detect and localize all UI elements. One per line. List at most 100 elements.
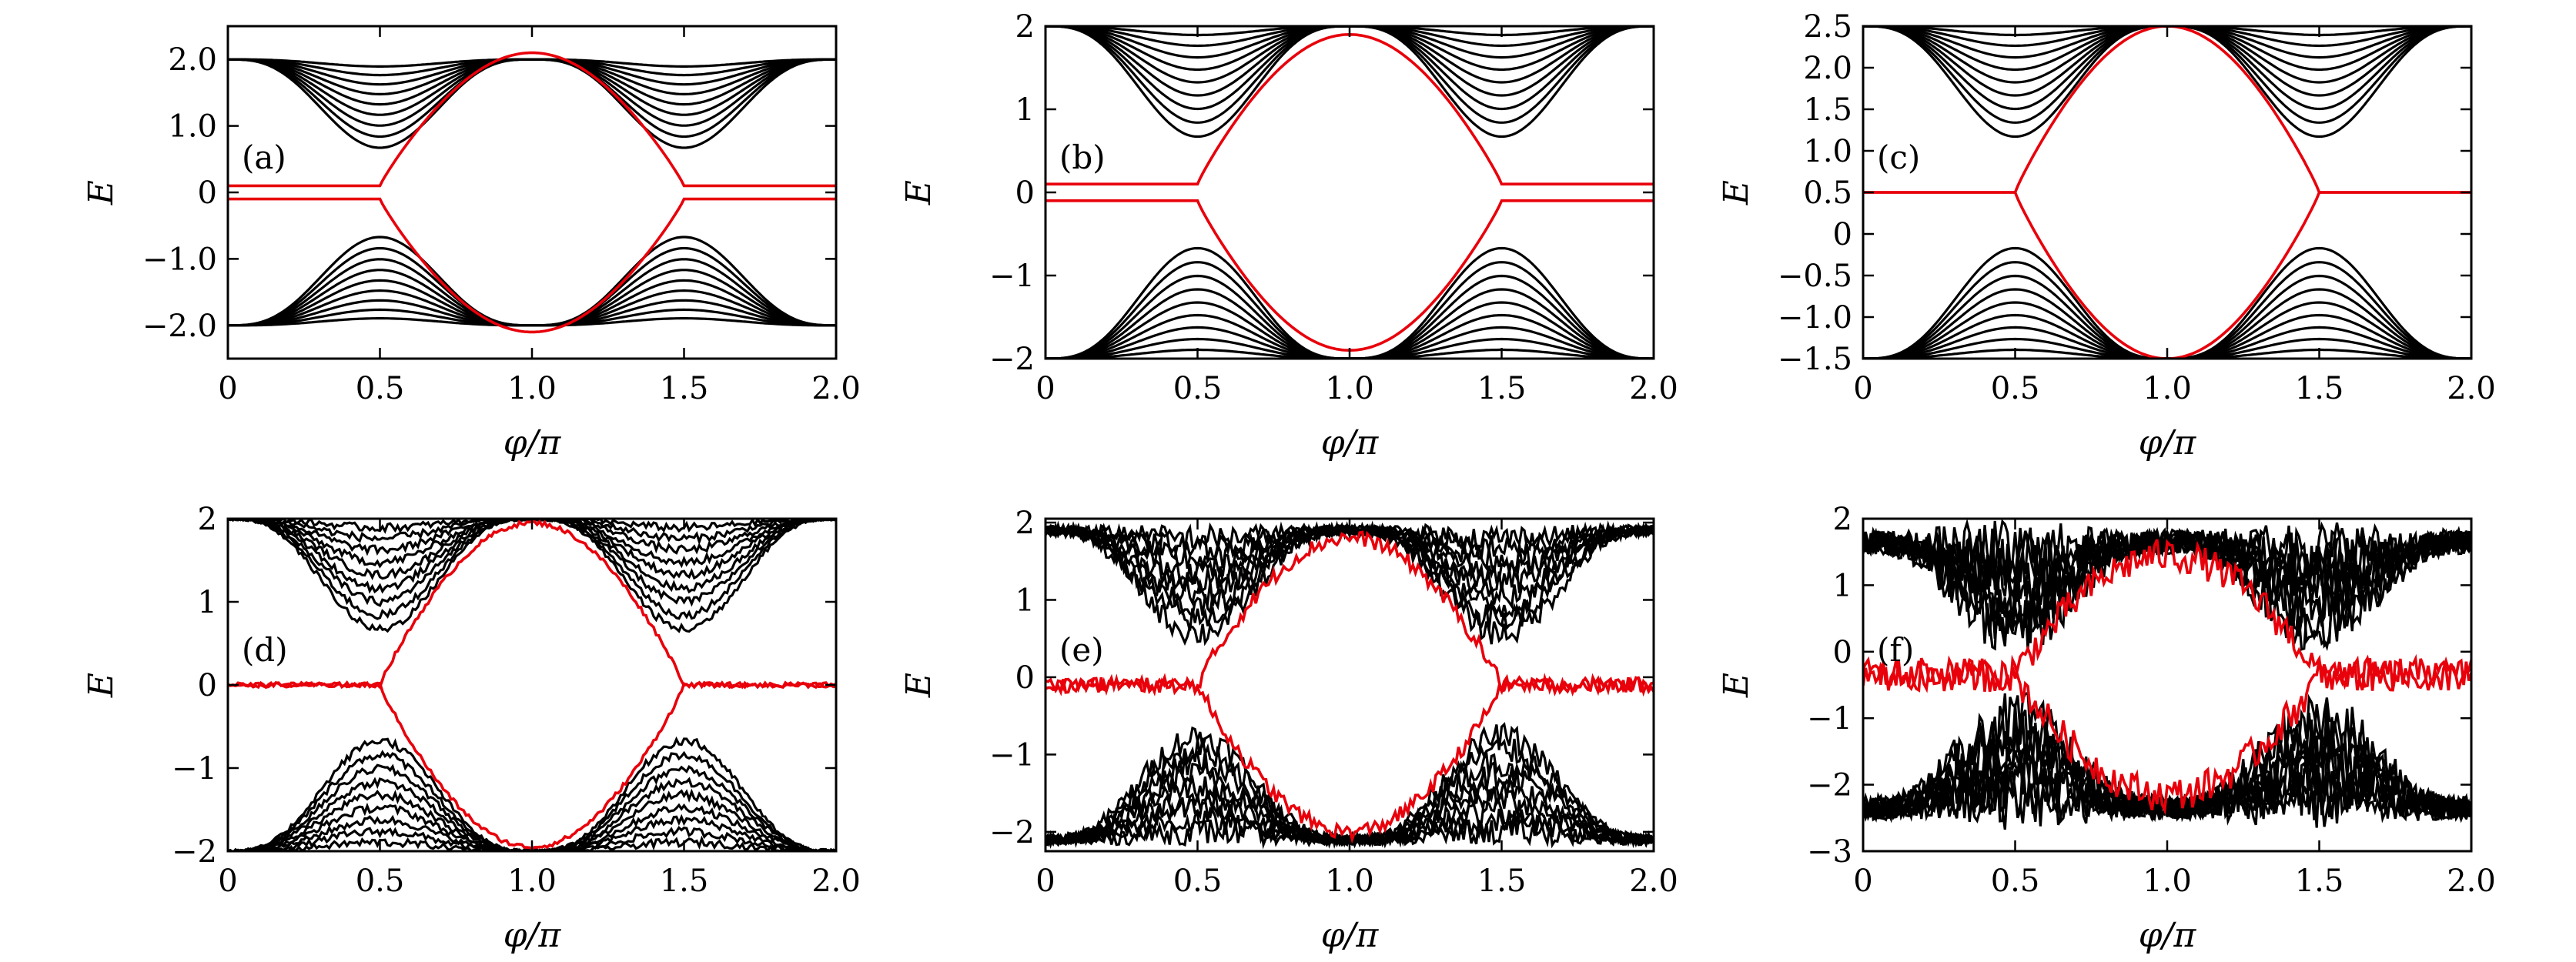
bulk-band-upper-4 [1863,26,2471,84]
bulk-band-lower-2 [1045,274,1654,359]
y-axis-label: E [82,673,121,698]
y-tick-label: −1 [172,751,217,787]
y-tick-label: 0 [1015,660,1035,696]
chart-panel-3: 0 0.5 1.0 1.5 2.0 2 1 0 −1 −2 φ/π E (d) [82,502,861,955]
bulk-band-upper-2 [1863,26,2471,111]
y-tick-label: −1.0 [1778,300,1852,336]
x-tick-label: 2.0 [1629,863,1678,899]
panel-tag: (a) [242,139,286,176]
y-tick-label: 0 [1833,635,1852,670]
x-tick-label: 1.5 [660,371,709,406]
bulk-band-lower-2 [1863,274,2471,359]
x-tick-label: 0.5 [356,371,405,406]
bulk-band-lower-3 [1863,288,2471,359]
bulk-band-upper-8 [1863,26,2471,37]
y-tick-label: 1 [1833,568,1852,603]
x-tick-label: 0.5 [1991,371,2040,406]
bulk-band-lower-8 [1863,771,2471,830]
x-tick-label: 0 [218,371,237,406]
bulk-band-upper-7 [1863,26,2471,48]
edge-state-upper [228,51,836,188]
x-tick-label: 0 [1035,863,1055,899]
panel-tag: (b) [1059,139,1106,176]
y-tick-label: 0 [1015,175,1035,211]
y-tick-label: 1.0 [168,109,217,145]
y-tick-label: 0 [1833,217,1852,252]
y-tick-label: −1 [989,259,1035,294]
bulk-band-lower-8 [228,317,836,327]
edge-state-lower [1045,673,1654,844]
x-tick-label: 1.5 [660,863,709,899]
bulk-band-lower-6 [1863,753,2471,823]
y-tick-label: 0 [198,175,217,211]
bulk-band-lower-5 [1045,313,1654,359]
y-tick-label: 1 [1015,92,1035,128]
bulk-band-lower-6 [1045,326,1654,359]
y-tick-label: −2 [1807,768,1852,803]
edge-state-lower [1863,191,2471,359]
bulk-band-upper-0 [1045,26,1654,139]
chart-panel-4: 0 0.5 1.0 1.5 2.0 2 1 0 −1 −2 φ/π E (e) [899,506,1678,955]
x-tick-label: 0 [1853,863,1872,899]
y-tick-label: −1 [989,737,1035,773]
plot-area [228,51,836,334]
y-tick-label: −2 [172,834,217,870]
y-axis-label: E [899,673,938,698]
y-tick-label: 2.5 [1803,9,1852,45]
bulk-band-upper-2 [1045,26,1654,111]
bulk-band-upper-8 [228,58,836,68]
y-tick-label: 1.5 [1803,92,1852,128]
bulk-band-lower-3 [228,777,836,851]
y-tick-label: 1 [1015,583,1035,618]
x-tick-label: 1.0 [2143,371,2192,406]
y-axis-label: E [1717,673,1756,698]
x-tick-label: 2.0 [811,371,861,406]
x-tick-label: 1.0 [1325,863,1374,899]
x-tick-label: 1.5 [1477,863,1527,899]
bulk-band-lower-0 [1863,246,2471,359]
bulk-band-upper-2 [228,519,836,607]
y-tick-label: −1.5 [1778,342,1852,377]
bulk-band-upper-8 [1045,520,1654,554]
bulk-band-upper-1 [228,519,836,620]
bulk-band-upper-3 [1863,26,2471,97]
panel-tag: (e) [1059,631,1104,669]
plot-area [1863,26,2471,359]
bulk-band-upper-5 [1863,26,2471,72]
bulk-band-lower-4 [1863,301,2471,359]
x-tick-label: 1.5 [2295,371,2344,406]
x-tick-label: 1.5 [2295,863,2344,899]
bulk-band-upper-3 [228,519,836,594]
y-tick-label: −1.0 [142,242,217,277]
x-axis-label: φ/π [2139,916,2197,955]
x-tick-label: 2.0 [2447,371,2496,406]
bulk-band-lower-5 [1863,313,2471,359]
y-tick-label: 2 [1015,9,1035,45]
x-axis-label: φ/π [2139,423,2197,463]
bulk-band-upper-5 [1045,26,1654,72]
bulk-band-lower-4 [1045,301,1654,359]
bulk-band-lower-0 [228,736,836,851]
x-tick-label: 1.0 [507,863,557,899]
panel-tag: (f) [1877,631,1914,669]
bulk-band-lower-5 [228,802,836,851]
x-axis-label: φ/π [503,916,562,955]
y-axis-label: E [1717,180,1756,205]
x-tick-label: 0.5 [1173,863,1223,899]
x-tick-label: 1.5 [1477,371,1527,406]
x-tick-label: 1.0 [2143,863,2192,899]
panel-tag: (d) [242,631,288,669]
bulk-band-lower-0 [1045,246,1654,359]
y-tick-label: −3 [1807,834,1852,870]
y-tick-label: 2 [1015,506,1035,541]
x-tick-label: 1.0 [507,371,557,406]
chart-panel-5: 0 0.5 1.0 1.5 2.0 2 1 0 −1 −2 −3 φ/π E (f) [1717,502,2496,955]
edge-state-lower [1863,654,2471,816]
y-tick-label: 1 [198,585,217,620]
y-tick-label: −2.0 [142,309,217,344]
y-tick-label: −2 [989,342,1035,377]
bulk-band-lower-4 [228,788,836,851]
y-tick-label: 0 [198,668,217,703]
x-tick-label: 0 [1035,371,1055,406]
